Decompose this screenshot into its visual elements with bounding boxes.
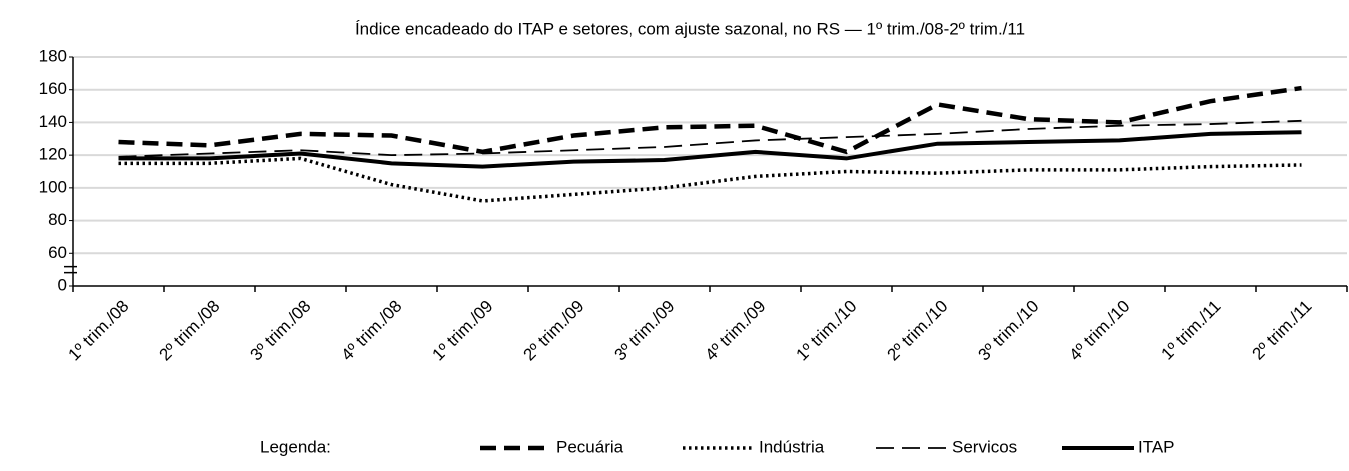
x-tick-label: 2º trim./09 [520, 297, 588, 365]
x-tick-label: 1º trim./09 [429, 297, 497, 365]
x-tick-label: 4º trim./08 [338, 297, 406, 365]
x-tick-label: 2º trim./08 [156, 297, 224, 365]
legend-label: ITAP [1138, 437, 1175, 456]
legend-label: Pecuária [556, 437, 624, 456]
chart-title: Índice encadeado do ITAP e setores, com … [355, 19, 1025, 38]
y-tick-label: 100 [39, 177, 67, 196]
legend-label: Servicos [952, 437, 1017, 456]
series-line [118, 156, 1302, 203]
y-tick-label: 60 [48, 243, 67, 262]
y-tick-label: 160 [39, 79, 67, 98]
legend-title: Legenda: [260, 437, 331, 456]
legend-label: Indústria [759, 437, 825, 456]
x-tick-label: 3º trim./10 [975, 297, 1043, 365]
y-tick-label: 0 [58, 275, 67, 294]
x-tick-label: 1º trim./08 [65, 297, 133, 365]
x-tick-label: 1º trim./10 [793, 297, 861, 365]
x-tick-label: 2º trim./11 [1248, 297, 1315, 364]
x-tick-label: 2º trim./10 [884, 297, 952, 365]
x-tick-label: 4º trim./10 [1066, 297, 1134, 365]
series-line [118, 130, 1302, 169]
y-tick-label: 140 [39, 112, 67, 131]
series-line [118, 85, 1302, 155]
y-tick-label: 120 [39, 145, 67, 164]
x-tick-label: 3º trim./08 [247, 297, 315, 365]
x-tick-label: 4º trim./09 [702, 297, 770, 365]
series-line [118, 119, 1302, 158]
x-tick-label: 1º trim./11 [1157, 297, 1224, 364]
x-tick-label: 3º trim./09 [611, 297, 679, 365]
y-tick-label: 180 [39, 46, 67, 65]
y-tick-label: 80 [48, 210, 67, 229]
